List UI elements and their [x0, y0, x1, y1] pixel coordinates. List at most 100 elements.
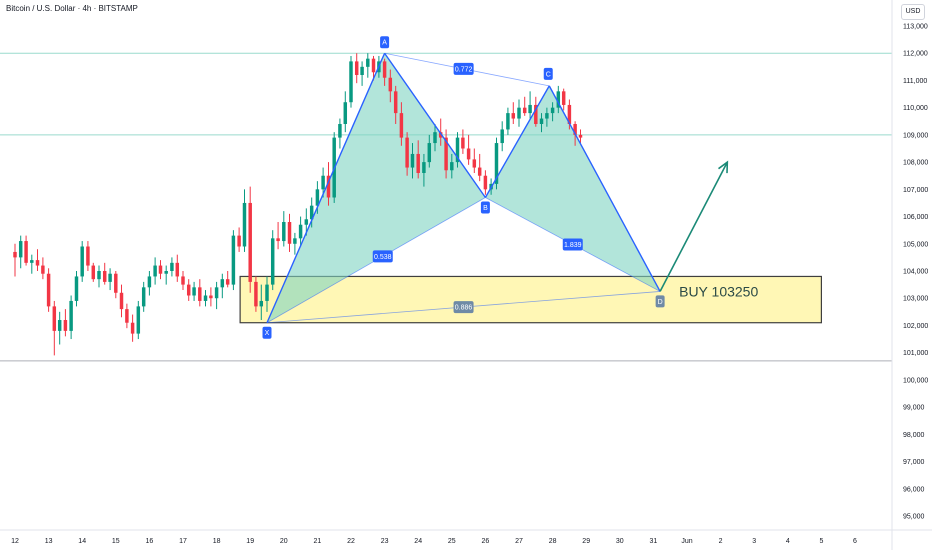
y-tick-label: 103,000: [903, 296, 928, 303]
x-tick-label: 18: [213, 538, 221, 545]
y-tick-label: 102,000: [903, 323, 928, 330]
candle-body: [405, 137, 409, 168]
candle-body: [186, 284, 191, 296]
candle-body: [438, 132, 443, 138]
candle-body: [567, 104, 572, 124]
candle-body: [287, 222, 292, 244]
y-tick-label: 105,000: [903, 241, 928, 248]
candle-body: [472, 159, 477, 168]
candle-body: [360, 66, 364, 75]
candle-body: [534, 104, 538, 124]
candle-body: [57, 320, 62, 331]
point-label-bg: [380, 36, 390, 49]
candle-body: [259, 300, 264, 307]
candle-body: [500, 129, 504, 144]
candle-body: [225, 279, 230, 285]
point-label-bg: [655, 295, 665, 308]
candle-body: [91, 265, 96, 280]
candle-body: [416, 153, 420, 173]
candle-body: [102, 271, 107, 282]
pattern-triangle-bcd: [485, 85, 661, 292]
candle-body: [214, 287, 219, 299]
candle-body: [422, 162, 426, 173]
pattern-leg-xa: [266, 52, 386, 324]
candle-body: [52, 306, 57, 331]
ratio-label-bg: [453, 301, 474, 314]
candle-body: [410, 153, 415, 168]
point-label-a: A: [382, 40, 387, 47]
y-tick-label: 106,000: [903, 214, 928, 221]
candle-body: [506, 113, 510, 130]
candle-body: [298, 224, 303, 239]
y-tick-label: 96,000: [903, 486, 925, 493]
candle-body: [30, 260, 34, 263]
candle-body: [388, 77, 393, 92]
y-tick-label: 104,000: [903, 269, 928, 276]
point-label-d: D: [658, 299, 663, 306]
y-tick-label: 108,000: [903, 160, 928, 167]
currency-badge[interactable]: USD: [901, 4, 925, 20]
candle-body: [371, 58, 376, 73]
chart-title: Bitcoin / U.S. Dollar · 4h · BITSTAMP: [6, 4, 138, 13]
candle-body: [282, 222, 286, 242]
candle-body: [366, 58, 370, 67]
candle-body: [466, 148, 471, 160]
candle-body: [354, 61, 359, 75]
candle-body: [164, 271, 168, 274]
candle-body: [433, 132, 437, 144]
y-tick-label: 113,000: [903, 24, 928, 31]
x-tick-label: Jun: [681, 538, 692, 545]
x-tick-label: 24: [414, 538, 422, 545]
candle-body: [338, 124, 342, 138]
candle-body: [13, 251, 17, 258]
y-tick-label: 112,000: [903, 51, 928, 58]
candle-body: [276, 238, 280, 242]
x-tick-label: 29: [582, 538, 590, 545]
candle-body: [304, 219, 309, 225]
x-tick-label: 28: [549, 538, 557, 545]
candle-body: [494, 143, 499, 184]
candle-body: [444, 137, 448, 171]
candle-body: [450, 162, 454, 171]
x-tick-label: 30: [616, 538, 624, 545]
point-label-x: X: [265, 330, 270, 337]
x-tick-label: 22: [347, 538, 355, 545]
candle-body: [427, 143, 432, 163]
candle-body: [158, 265, 163, 274]
candle-body: [119, 292, 124, 310]
x-tick-label: 6: [853, 538, 857, 545]
candle-body: [125, 309, 129, 323]
pattern-leg-cd: [548, 85, 661, 292]
y-tick-label: 98,000: [903, 432, 925, 439]
pattern-leg-bc: [484, 85, 550, 198]
y-tick-label: 95,000: [903, 514, 925, 521]
candle-body: [393, 91, 398, 114]
candle-body: [455, 137, 460, 163]
candle-body: [556, 91, 561, 108]
candle-body: [309, 205, 314, 220]
x-tick-label: 19: [246, 538, 254, 545]
candle-body: [231, 235, 236, 285]
point-label-bg: [480, 201, 490, 214]
x-tick-label: 14: [78, 538, 86, 545]
y-tick-label: 99,000: [903, 405, 925, 412]
ratio-label-bg: [453, 62, 474, 75]
candle-body: [265, 284, 269, 301]
ratio-label-bg: [562, 238, 583, 251]
ratio-label: 0.538: [374, 254, 392, 261]
candle-body: [203, 295, 208, 301]
x-tick-label: 12: [11, 538, 19, 545]
candle-body: [136, 306, 141, 334]
candle-body: [35, 260, 40, 266]
candle-body: [561, 91, 566, 105]
candle-body: [170, 262, 174, 271]
candle-body: [248, 202, 252, 282]
buy-label: BUY 103250: [679, 283, 758, 299]
ratio-label: 1.839: [564, 242, 582, 249]
candle-body: [550, 107, 555, 114]
candle-body: [24, 241, 28, 263]
ratio-label-bg: [372, 250, 393, 263]
candle-body: [315, 189, 320, 206]
candle-body: [326, 175, 331, 198]
